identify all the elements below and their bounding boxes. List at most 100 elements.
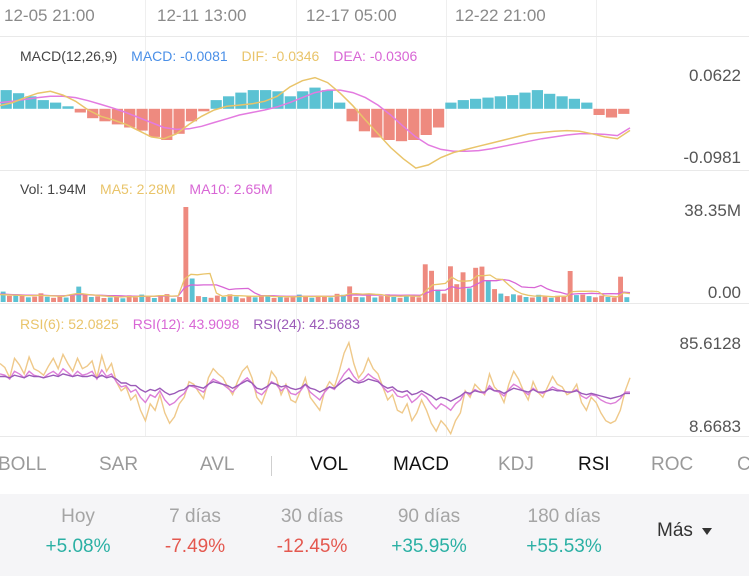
panel-divider bbox=[0, 436, 749, 437]
volume-bar bbox=[517, 295, 523, 302]
volume-bar bbox=[561, 296, 567, 302]
volume-bar bbox=[70, 295, 75, 302]
perf-value: +35.95% bbox=[391, 536, 467, 557]
volume-bar bbox=[599, 295, 605, 302]
volume-bar bbox=[574, 295, 579, 302]
ma5-value-label: MA5: 2.28M bbox=[100, 181, 176, 197]
macd-histogram-bar bbox=[74, 108, 86, 113]
volume-bar bbox=[403, 295, 409, 302]
tab-roc[interactable]: ROC bbox=[651, 454, 694, 475]
tab-sar[interactable]: SAR bbox=[99, 454, 139, 475]
perf-label: 90 días bbox=[397, 506, 461, 527]
perf-value: +5.08% bbox=[45, 536, 111, 557]
tab-cci[interactable]: CCI bbox=[737, 454, 749, 475]
tab-vol[interactable]: VOL bbox=[310, 454, 349, 475]
volume-bar bbox=[536, 294, 542, 302]
volume-bar bbox=[353, 297, 359, 302]
tab-avl[interactable]: AVL bbox=[200, 454, 235, 475]
volume-bar bbox=[334, 293, 340, 302]
volume-bar bbox=[101, 298, 107, 302]
rsi24-value-label: RSI(24): 42.5683 bbox=[253, 316, 360, 332]
macd-histogram-bar bbox=[111, 108, 123, 125]
macd-histogram-bar bbox=[247, 90, 259, 109]
volume-bar bbox=[88, 297, 94, 302]
macd-histogram-bar bbox=[210, 100, 222, 109]
perf-label: 7 días bbox=[169, 506, 221, 527]
macd-params-label: MACD(12,26,9) bbox=[20, 48, 118, 64]
volume-bar bbox=[164, 294, 170, 302]
volume-bar bbox=[485, 280, 491, 302]
volume-bar bbox=[611, 297, 617, 302]
macd-histogram-bar bbox=[593, 108, 605, 115]
volume-bar bbox=[580, 294, 586, 302]
grid-vline bbox=[446, 0, 447, 436]
volume-bar bbox=[410, 296, 416, 302]
performance-bar: Hoy +5.08% 7 días -7.49% 30 días -12.45%… bbox=[0, 494, 749, 576]
perf-value: +55.53% bbox=[526, 536, 602, 557]
volume-bar bbox=[7, 295, 12, 302]
macd-histogram-bar bbox=[371, 108, 383, 138]
volume-bar bbox=[25, 297, 31, 302]
volume-bar bbox=[466, 288, 472, 302]
macd-histogram-bar bbox=[124, 108, 136, 128]
tab-macd[interactable]: MACD bbox=[393, 454, 449, 475]
volume-bar bbox=[397, 297, 403, 302]
macd-legend: MACD(12,26,9) MACD: -0.0081 DIF: -0.0346… bbox=[20, 48, 427, 64]
perf-today[interactable]: Hoy +5.08% bbox=[18, 506, 138, 558]
volume-bar bbox=[189, 278, 195, 302]
volume-bar bbox=[277, 296, 283, 302]
volume-bar bbox=[372, 297, 378, 302]
volume-bar bbox=[523, 297, 529, 302]
macd-histogram-bar bbox=[260, 90, 272, 109]
more-button[interactable]: Más bbox=[657, 520, 713, 542]
volume-bar bbox=[385, 294, 390, 302]
perf-90d[interactable]: 90 días +35.95% bbox=[369, 506, 489, 558]
macd-histogram-bar bbox=[358, 108, 370, 132]
volume-bar bbox=[139, 294, 145, 302]
ma10-value-label: MA10: 2.65M bbox=[189, 181, 273, 197]
tab-rsi[interactable]: RSI bbox=[578, 454, 610, 475]
macd-histogram-bar bbox=[272, 91, 284, 109]
macd-histogram-bar bbox=[507, 95, 519, 109]
volume-bar bbox=[0, 291, 6, 302]
volume-bar bbox=[227, 294, 233, 302]
volume-bar bbox=[378, 296, 384, 302]
perf-7d[interactable]: 7 días -7.49% bbox=[135, 506, 255, 558]
macd-histogram-bar bbox=[99, 108, 111, 122]
grid-vline bbox=[296, 0, 297, 436]
dea-line bbox=[0, 89, 631, 152]
macd-value-label: MACD: -0.0081 bbox=[131, 48, 228, 64]
volume-ymax-label: 38.35M bbox=[684, 201, 741, 220]
volume-bar bbox=[114, 296, 119, 302]
volume-bar bbox=[322, 296, 327, 302]
rsi6-line bbox=[0, 340, 631, 436]
volume-bar bbox=[38, 293, 44, 302]
rsi6-value-label: RSI(6): 52.0825 bbox=[20, 316, 119, 332]
volume-bar bbox=[196, 296, 201, 302]
volume-bar bbox=[145, 296, 151, 302]
time-axis-label: 12-11 13:00 bbox=[157, 6, 247, 25]
volume-bar bbox=[359, 297, 365, 302]
volume-bar bbox=[624, 297, 630, 302]
tab-kdj[interactable]: KDJ bbox=[498, 454, 534, 475]
perf-30d[interactable]: 30 días -12.45% bbox=[252, 506, 372, 558]
volume-bar bbox=[592, 297, 598, 302]
rsi24-line bbox=[0, 373, 630, 402]
macd-histogram-bar bbox=[618, 108, 630, 114]
rsi-ymax-label: 85.6128 bbox=[679, 334, 741, 353]
volume-bar bbox=[221, 297, 227, 302]
time-axis-label: 12-22 21:00 bbox=[455, 6, 546, 25]
volume-bar bbox=[158, 295, 164, 302]
perf-180d[interactable]: 180 días +55.53% bbox=[504, 506, 624, 558]
tab-boll[interactable]: BOLL bbox=[0, 454, 47, 475]
volume-bar bbox=[133, 297, 138, 302]
volume-bar bbox=[309, 297, 315, 302]
tab-separator bbox=[271, 456, 272, 476]
dea-value-label: DEA: -0.0306 bbox=[333, 48, 418, 64]
volume-bar bbox=[340, 294, 346, 302]
rsi-chart bbox=[0, 340, 631, 436]
volume-bar bbox=[19, 295, 25, 302]
volume-legend: Vol: 1.94M MA5: 2.28M MA10: 2.65M bbox=[20, 181, 283, 197]
macd-histogram-bar bbox=[309, 87, 321, 109]
macd-histogram-bar bbox=[62, 106, 74, 109]
